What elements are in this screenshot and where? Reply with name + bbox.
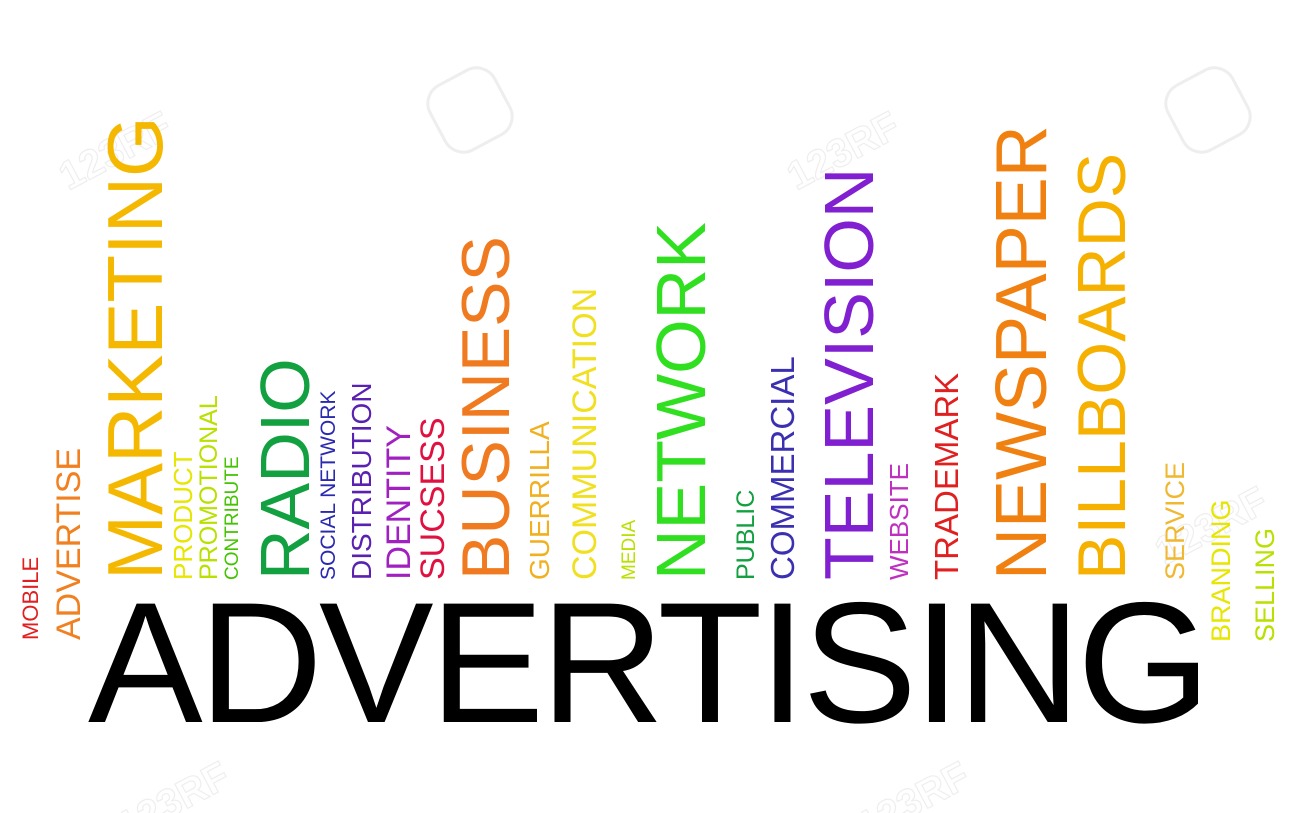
word-service: SERVICE <box>1160 461 1190 580</box>
watermark-logo <box>1156 58 1260 162</box>
word-selling: SELLING <box>1250 527 1280 642</box>
word-network: NETWORK <box>642 222 720 580</box>
word-product: PRODUCT <box>168 451 198 580</box>
headline-advertising: ADVERTISING <box>88 567 1211 759</box>
word-identity: IDENTITY <box>380 425 418 580</box>
word-billboards: BILLBOARDS <box>1064 152 1140 580</box>
word-television: TELEVISION <box>810 167 888 580</box>
watermark: 123RF <box>109 753 237 813</box>
word-commercial: COMMERCIAL <box>764 356 801 580</box>
word-business: BUSINESS <box>448 236 524 580</box>
watermark-logo <box>418 58 522 162</box>
watermark: 123RF <box>849 753 977 813</box>
word-guerrilla: GUERRILLA <box>524 421 555 580</box>
word-social-network: SOCIAL NETWORK <box>317 390 340 580</box>
word-newspaper: NEWSPAPER <box>982 125 1062 580</box>
word-communication: COMMUNICATION <box>566 287 604 580</box>
word-distribution: DISTRIBUTION <box>346 382 377 580</box>
word-contribute: CONTRIBUTE <box>222 456 243 581</box>
word-radio: RADIO <box>246 358 324 580</box>
word-promotional: PROMOTIONAL <box>195 395 223 580</box>
word-marketing: MARKETING <box>91 116 179 580</box>
word-mobile: MOBILE <box>18 556 43 640</box>
word-trademark: TRADEMARK <box>928 372 965 580</box>
word-sucsess: SUCSESS <box>414 417 452 581</box>
word-website: WEBSITE <box>884 462 914 580</box>
word-advertise: ADVERTISE <box>50 447 88 640</box>
